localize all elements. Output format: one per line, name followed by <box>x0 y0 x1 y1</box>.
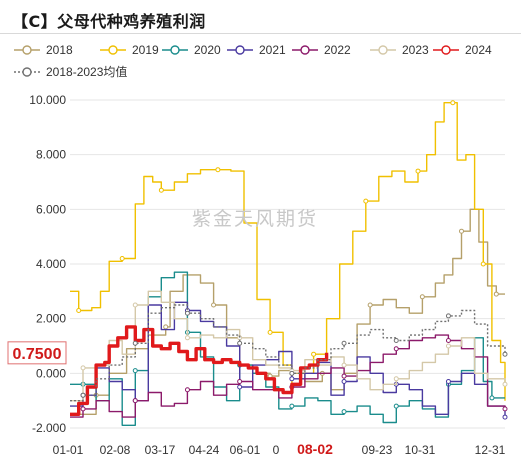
value-badge-text: 0.7500 <box>13 346 62 363</box>
series-point <box>311 351 317 357</box>
series-point <box>132 302 138 308</box>
legend-label: 2020 <box>194 43 221 57</box>
series-point <box>341 340 347 346</box>
series-point <box>480 261 486 267</box>
series-point <box>502 414 508 420</box>
x-tick-label: 09-23 <box>362 443 393 457</box>
series-point <box>445 313 451 319</box>
x-tick-label: 0 <box>273 443 280 457</box>
x-tick-label: 03-17 <box>145 443 176 457</box>
series-point <box>489 395 495 401</box>
series-point <box>419 294 425 300</box>
legend-swatch-marker <box>170 45 180 55</box>
legend-label: 2023 <box>402 43 429 57</box>
series-point <box>237 379 243 385</box>
series-point <box>132 340 138 346</box>
series-point <box>237 384 243 390</box>
series-point <box>289 376 295 382</box>
series-point <box>341 362 347 368</box>
series-point <box>184 335 190 341</box>
series-point <box>450 100 456 106</box>
series-line <box>70 208 505 415</box>
x-tick-label: 02-08 <box>100 443 131 457</box>
series-lines <box>70 100 508 426</box>
series-point <box>80 406 86 412</box>
series-point <box>211 302 217 308</box>
series-point <box>393 338 399 344</box>
x-tick-label: 01-01 <box>53 443 84 457</box>
series-line <box>70 304 506 402</box>
series-point <box>289 403 295 409</box>
legend-label: 2024 <box>465 43 492 57</box>
series-point <box>393 403 399 409</box>
legend: 2018 2019 2020 2021 2022 2023 2024 2018-2023均值 <box>14 43 492 79</box>
series-point <box>80 392 86 398</box>
series-point <box>363 198 369 204</box>
x-tick-label: 10-31 <box>405 443 436 457</box>
series-point <box>132 368 138 374</box>
y-tick-label: 6.000 <box>36 202 66 216</box>
series-point <box>158 187 164 193</box>
legend-swatch-marker <box>22 67 32 77</box>
title-divider <box>0 33 521 34</box>
series-point <box>184 310 190 316</box>
series-point <box>393 376 399 382</box>
x-axis-ticks: 01-01 02-08 03-17 04-24 06-01 0 08-02 09-23 10-3… <box>53 441 506 457</box>
series-point <box>132 398 138 404</box>
value-badge-box <box>7 341 67 365</box>
y-tick-label: 4.000 <box>36 257 66 271</box>
series-point <box>163 324 169 330</box>
series-point <box>341 379 347 385</box>
legend-label: 2018 <box>46 43 73 57</box>
series-point <box>493 291 499 297</box>
series-point <box>459 228 464 234</box>
series-point <box>289 370 295 376</box>
legend-swatch-marker <box>378 45 388 55</box>
series-point <box>415 168 421 174</box>
series-point <box>502 381 508 387</box>
legend-label: 2018-2023均值 <box>46 64 127 79</box>
legend-label: 2022 <box>324 43 351 57</box>
legend-swatch-marker <box>300 45 310 55</box>
x-tick-label: 12-31 <box>475 443 506 457</box>
series-point <box>341 409 347 415</box>
x-tick-label: 06-01 <box>230 443 261 457</box>
series-point <box>237 340 243 346</box>
legend-swatch-marker <box>108 45 118 55</box>
x-tick-label: 08-02 <box>297 441 333 457</box>
y-tick-label: 2.000 <box>36 312 66 326</box>
y-axis-ticks: 10.000 8.000 6.000 4.000 2.000 0.000 -2.000 <box>29 93 66 435</box>
series-point <box>445 379 451 385</box>
legend-swatch-marker <box>441 45 451 55</box>
series-point <box>119 256 125 262</box>
y-tick-label: -2.000 <box>32 421 66 435</box>
legend-label: 2021 <box>259 43 286 57</box>
y-tick-label: 0.000 <box>36 366 66 380</box>
series-point <box>267 329 273 335</box>
x-tick-label: 04-24 <box>189 443 220 457</box>
series-point <box>184 387 190 393</box>
series-point <box>80 365 86 371</box>
chart-title: 【C】父母代种鸡养殖利润 <box>12 12 206 31</box>
series-point <box>215 167 221 173</box>
watermark: 紫金天风期货 <box>192 208 319 230</box>
legend-swatch-marker <box>235 45 245 55</box>
series-point <box>445 343 451 349</box>
legend-swatch-marker <box>22 45 32 55</box>
series-point <box>341 373 347 379</box>
y-tick-label: 8.000 <box>36 148 66 162</box>
series-point <box>502 406 508 412</box>
series-point <box>367 302 373 308</box>
legend-label: 2019 <box>132 43 159 57</box>
y-tick-label: 10.000 <box>29 93 66 107</box>
series-point <box>76 307 82 313</box>
series-point <box>445 338 451 344</box>
series-line <box>70 325 329 416</box>
current-value-badge: 0.7500 <box>7 341 67 365</box>
series-point <box>502 351 508 357</box>
series-point <box>393 346 399 352</box>
